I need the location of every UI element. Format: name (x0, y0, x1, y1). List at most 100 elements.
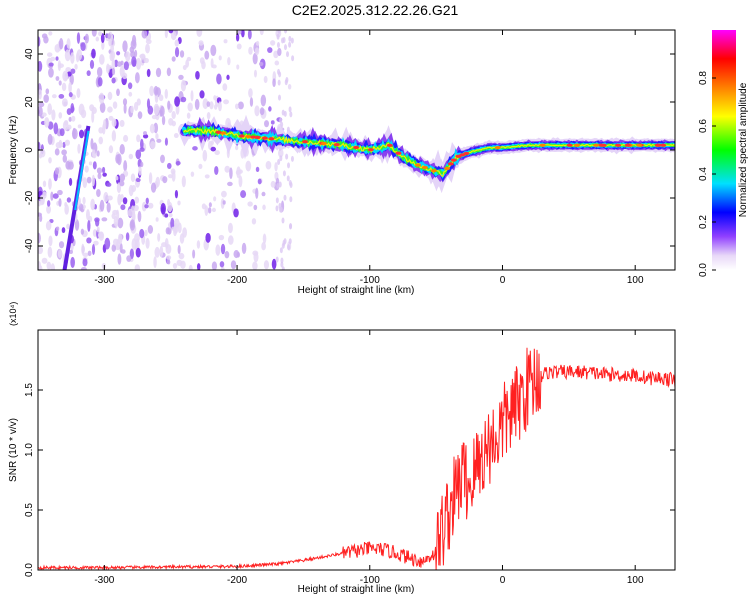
noise-blob (120, 204, 126, 211)
noise-blob (174, 96, 180, 107)
noise-blob (208, 202, 212, 208)
bottom-xlabel: Height of straight line (km) (298, 584, 415, 595)
noise-blob (111, 58, 116, 71)
colorbar-gradient (712, 30, 736, 270)
noise-blob (76, 32, 81, 44)
bottom-xtick-label: -100 (360, 575, 380, 586)
noise-blob (38, 232, 41, 244)
noise-blob (234, 103, 239, 110)
noise-blob (274, 162, 278, 172)
noise-blob (50, 191, 54, 201)
noise-blob (115, 154, 121, 164)
noise-blob (80, 228, 85, 235)
noise-blob (145, 237, 150, 249)
noise-blob (219, 261, 225, 268)
bottom-xtick-label: 0 (500, 575, 506, 586)
noise-blob (47, 133, 53, 145)
noise-blob (159, 245, 164, 258)
noise-blob (98, 31, 103, 37)
noise-blob (161, 115, 166, 126)
colorbar-tick-label: 0.0 (698, 263, 709, 277)
noise-blob (84, 33, 89, 44)
top-xtick-label: -200 (227, 275, 247, 286)
top-ytick-label: -40 (24, 238, 35, 253)
noise-blob (204, 50, 210, 60)
noise-blob (206, 101, 211, 107)
noise-blob (82, 252, 89, 257)
noise-blob (195, 70, 200, 80)
noise-blob (168, 30, 174, 34)
ridge-hotspot (333, 143, 340, 147)
noise-blob (86, 176, 92, 184)
noise-blob (224, 251, 230, 259)
top-ytick-label: -20 (24, 190, 35, 205)
colorbar-tick-label: 0.2 (698, 215, 709, 229)
noise-blob (264, 120, 269, 128)
noise-blob (255, 187, 259, 199)
noise-blob (173, 133, 179, 139)
noise-blob (156, 138, 162, 143)
noise-blob (58, 112, 63, 119)
noise-blob (101, 262, 106, 270)
noise-blob (90, 198, 96, 211)
noise-blob (288, 41, 292, 48)
noise-blob (128, 91, 133, 97)
noise-blob (111, 118, 117, 127)
noise-blob (241, 30, 245, 38)
noise-blob (263, 75, 268, 84)
noise-blob (80, 109, 87, 119)
noise-blob (167, 162, 172, 170)
noise-blob (87, 220, 91, 232)
noise-blob (255, 166, 260, 173)
noise-blob (281, 109, 285, 116)
noise-blob (78, 129, 85, 139)
noise-blob (55, 76, 60, 81)
noise-blob (48, 67, 54, 78)
noise-blob (136, 134, 141, 143)
noise-blob (236, 64, 240, 70)
noise-blob (96, 167, 103, 174)
noise-blob (111, 67, 116, 76)
noise-blob (155, 67, 162, 78)
noise-blob (175, 161, 181, 166)
noise-blob (117, 253, 122, 265)
noise-blob (46, 52, 53, 57)
noise-blob (273, 50, 279, 59)
noise-blob (107, 33, 111, 40)
noise-blob (39, 148, 46, 158)
noise-blob (228, 222, 233, 234)
noise-blob (92, 161, 97, 170)
noise-blob (202, 149, 208, 162)
noise-blob (119, 119, 125, 127)
noise-blob (64, 139, 71, 146)
noise-blob (280, 121, 284, 128)
noise-blob (38, 105, 43, 117)
noise-blob (220, 243, 226, 255)
noise-blob (61, 82, 67, 92)
noise-blob (48, 178, 52, 190)
noise-blob (235, 33, 240, 42)
noise-blob (261, 191, 266, 197)
noise-blob (178, 252, 185, 260)
noise-blob (167, 201, 173, 213)
noise-blob (284, 79, 288, 86)
noise-blob (128, 184, 134, 197)
noise-blob (76, 49, 83, 61)
noise-blob (41, 257, 48, 264)
noise-blob (252, 261, 258, 270)
ridge-hotspot (254, 135, 261, 140)
noise-blob (233, 208, 239, 218)
noise-blob (278, 148, 284, 158)
noise-blob (198, 163, 203, 170)
noise-blob (148, 172, 153, 185)
noise-blob (201, 203, 207, 210)
noise-blob (165, 243, 172, 255)
noise-blob (74, 63, 78, 70)
noise-blob (102, 172, 107, 177)
top-xtick-label: -100 (360, 275, 380, 286)
noise-blob (140, 161, 144, 168)
noise-blob (211, 261, 218, 270)
noise-blob (52, 193, 59, 199)
noise-blob (213, 104, 218, 110)
ridge-hotspot (660, 143, 667, 147)
